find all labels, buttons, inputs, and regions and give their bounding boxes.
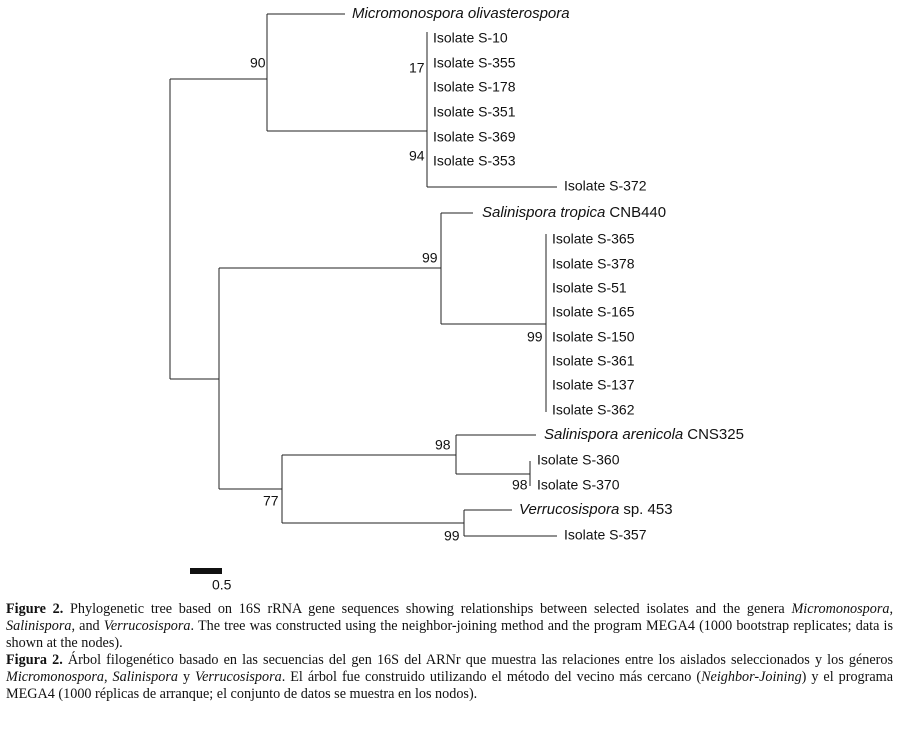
- caption-genus: Salinispora: [112, 669, 178, 685]
- leaf-label: Micromonospora olivasterospora: [352, 5, 570, 22]
- caption-text: . The tree was constructed using the nei…: [6, 618, 893, 651]
- caption-text: , and: [71, 618, 104, 634]
- leaf-label: Isolate S-355: [433, 55, 516, 71]
- caption-en: Figure 2. Phylogenetic tree based on 16S…: [6, 601, 893, 652]
- leaf-label: Isolate S-150: [552, 329, 635, 345]
- caption-term: Neighbor-Joining: [701, 669, 802, 685]
- leaf-label: Isolate S-372: [564, 178, 647, 194]
- caption-genus: Salinispora: [6, 618, 72, 634]
- caption-text: ,: [889, 601, 893, 617]
- leaf-label: Isolate S-360: [537, 452, 620, 468]
- leaf-label: Isolate S-51: [552, 280, 627, 296]
- leaf-label: Isolate S-351: [433, 104, 516, 120]
- strain: CNB440: [609, 204, 666, 221]
- leaf-label: Isolate S-369: [433, 129, 516, 145]
- leaf-label: Isolate S-370: [537, 477, 620, 493]
- bootstrap-value: 90: [250, 55, 266, 71]
- caption-es: Figura 2. Árbol filogenético basado en l…: [6, 652, 893, 703]
- bootstrap-value: 98: [512, 477, 528, 493]
- taxon: Salinispora arenicola: [544, 426, 683, 443]
- caption-genus: Micromonospora: [791, 601, 890, 617]
- bootstrap-value: 99: [422, 250, 438, 266]
- caption-genus: Verrucosispora: [195, 669, 282, 685]
- bootstrap-value: 94: [409, 148, 425, 164]
- caption-label: Figura 2.: [6, 652, 63, 668]
- leaf-label: Verrucosispora sp. 453: [519, 501, 673, 518]
- caption-text: ,: [104, 669, 113, 685]
- leaf-label: Isolate S-361: [552, 353, 635, 369]
- leaf-label: Isolate S-353: [433, 153, 516, 169]
- scale-bar: [190, 568, 222, 574]
- bootstrap-value: 99: [527, 329, 543, 345]
- taxon: Salinispora tropica: [482, 204, 605, 221]
- caption-label: Figure 2.: [6, 601, 64, 617]
- strain: CNS325: [687, 426, 744, 443]
- bootstrap-value: 77: [263, 493, 279, 509]
- caption: Figure 2. Phylogenetic tree based on 16S…: [6, 601, 893, 703]
- leaf-label: Isolate S-378: [552, 256, 635, 272]
- leaf-label: Isolate S-365: [552, 231, 635, 247]
- leaf-label: Isolate S-137: [552, 377, 635, 393]
- bootstrap-value: 99: [444, 528, 460, 544]
- leaf-label: Isolate S-178: [433, 79, 516, 95]
- caption-text: Phylogenetic tree based on 16S rRNA gene…: [63, 601, 792, 617]
- bootstrap-value: 98: [435, 437, 451, 453]
- leaf-label: Salinispora arenicola CNS325: [544, 426, 744, 443]
- taxon: Verrucosispora: [519, 501, 619, 518]
- leaf-label: Salinispora tropica CNB440: [482, 204, 666, 221]
- caption-genus: Verrucosispora: [103, 618, 191, 634]
- bootstrap-value: 17: [409, 60, 425, 76]
- tree: Micromonospora olivasterospora Isolate S…: [169, 5, 744, 593]
- leaf-label: Isolate S-357: [564, 527, 647, 543]
- caption-text: y: [177, 669, 196, 685]
- branches: [169, 13, 557, 537]
- caption-text: ) y el programa MEGA4 (1000 réplicas de …: [6, 669, 894, 702]
- leaf-label: Isolate S-362: [552, 402, 635, 418]
- caption-text: . El árbol fue construido utilizando el …: [281, 669, 702, 685]
- leaf-label: Isolate S-10: [433, 30, 508, 46]
- scale-label: 0.5: [212, 577, 232, 593]
- caption-genus: Micromonospora: [6, 669, 104, 685]
- leaf-label: Isolate S-165: [552, 304, 635, 320]
- strain: sp. 453: [623, 501, 672, 518]
- caption-text: Árbol filogenético basado en las secuenc…: [62, 652, 894, 668]
